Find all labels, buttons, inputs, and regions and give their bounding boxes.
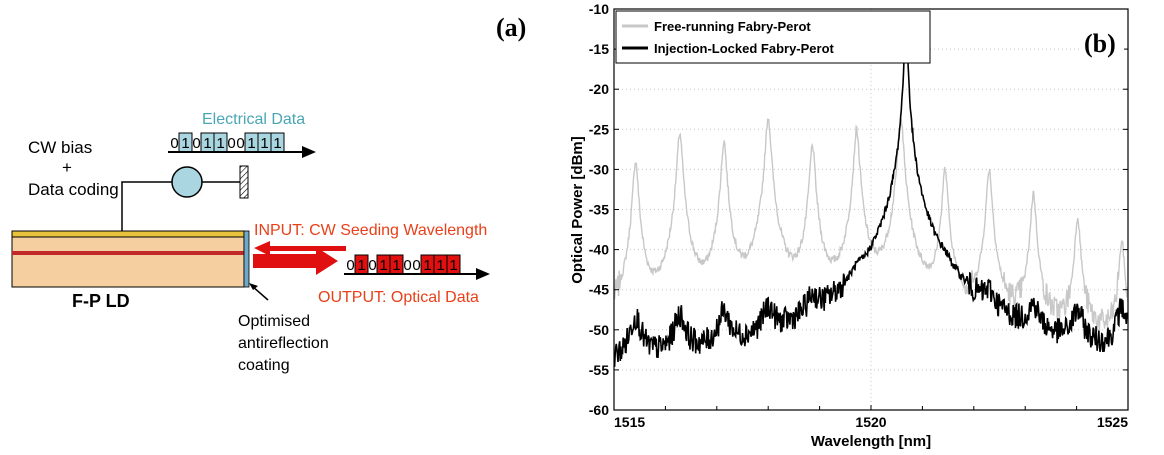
cw-bias-label: CW bias	[28, 138, 92, 157]
y-tick-label: -60	[589, 402, 609, 418]
spectrum-chart: -10-15-20-25-30-35-40-45-50-55-60 1515 15…	[569, 1, 1129, 450]
input-label: INPUT: CW Seeding Wavelength	[254, 222, 487, 239]
data-coding-label: Data coding	[28, 180, 119, 199]
electrical-bit-digit: 1	[203, 135, 211, 152]
optical-bit-digit: 1	[423, 257, 431, 274]
x-tick-label: 1525	[1097, 414, 1128, 430]
schematic-panel: (a) CW bias + Data coding Electrical Dat…	[11, 13, 526, 374]
electrical-bit-digit: 1	[247, 135, 255, 152]
x-tick-label: 1515	[614, 414, 645, 430]
legend: Free-running Fabry-Perot Injection-Locke…	[615, 10, 931, 64]
electrical-bit-digit: 1	[216, 135, 224, 152]
electrical-bit-digit: 1	[273, 135, 281, 152]
y-tick-label: -50	[589, 322, 609, 338]
laser-active-layer	[12, 251, 244, 255]
output-label: OUTPUT: Optical Data	[318, 289, 479, 306]
signal-source-icon	[171, 166, 203, 198]
optical-bit-digit: 0	[346, 257, 354, 274]
y-tick-label: -25	[589, 121, 609, 137]
panel-b-label-bg	[1080, 26, 1124, 60]
electrical-bit-digit: 0	[170, 135, 178, 152]
x-tick-label: 1520	[855, 414, 886, 430]
electrical-bit-digit: 0	[192, 135, 200, 152]
input-arrow	[254, 241, 346, 256]
device-label: F-P LD	[72, 291, 130, 311]
electrical-bit-digit: 0	[227, 135, 235, 152]
optical-bit-digit: 0	[368, 257, 376, 274]
y-tick-label: -20	[589, 81, 609, 97]
coating-line-1: Optimised	[238, 313, 310, 330]
y-tick-label: -40	[589, 242, 609, 258]
legend-label-free-running: Free-running Fabry-Perot	[654, 19, 811, 34]
optical-bit-digit: 1	[436, 257, 444, 274]
optical-bit-digit: 1	[357, 257, 365, 274]
coating-line-3: coating	[238, 357, 290, 374]
y-tick-label: -45	[589, 282, 609, 298]
electrical-bit-digit: 1	[260, 135, 268, 152]
laser-body	[11, 236, 245, 288]
legend-box	[615, 10, 931, 64]
legend-label-injection-locked: Injection-Locked Fabry-Perot	[654, 41, 835, 56]
panel-a-label: (a)	[496, 13, 526, 42]
laser-top-electrode	[11, 230, 245, 238]
electrical-bit-digit: 0	[236, 135, 244, 152]
optical-bit-digit: 0	[403, 257, 411, 274]
y-tick-label: -15	[589, 41, 609, 57]
y-axis-ticks: -10 -15 -20 -25 -30 -35 -40 -45 -50 -55 -60	[589, 1, 1128, 418]
electrical-arrowhead	[302, 146, 316, 158]
y-axis-label: Optical Power [dBm]	[569, 136, 586, 284]
series-free-running	[614, 118, 1128, 331]
y-tick-label: -10	[589, 1, 609, 17]
optical-bit-digit: 1	[392, 257, 400, 274]
optical-bit-digit: 0	[412, 257, 420, 274]
coating-line-2: antireflection	[238, 335, 329, 352]
plus-label: +	[62, 158, 72, 177]
bias-wire	[121, 181, 172, 231]
electrical-bit-digit: 1	[181, 135, 189, 152]
y-tick-label: -30	[589, 161, 609, 177]
coating-pointer-head	[249, 283, 258, 290]
electrical-data-label: Electrical Data	[202, 111, 305, 128]
y-tick-label: -55	[589, 362, 609, 378]
optical-bit-digit: 1	[379, 257, 387, 274]
optical-bit-digit: 1	[449, 257, 457, 274]
x-axis-ticks: 1515 1520 1525	[613, 405, 1129, 430]
panel-b-label: (b)	[1084, 29, 1116, 58]
y-tick-label: -35	[589, 202, 609, 218]
optical-arrowhead	[476, 268, 490, 280]
series-injection-locked	[614, 17, 1128, 367]
x-axis-label: Wavelength [nm]	[811, 433, 931, 450]
ground-icon	[239, 165, 249, 199]
output-arrow	[253, 247, 338, 275]
ar-coating	[243, 230, 250, 288]
